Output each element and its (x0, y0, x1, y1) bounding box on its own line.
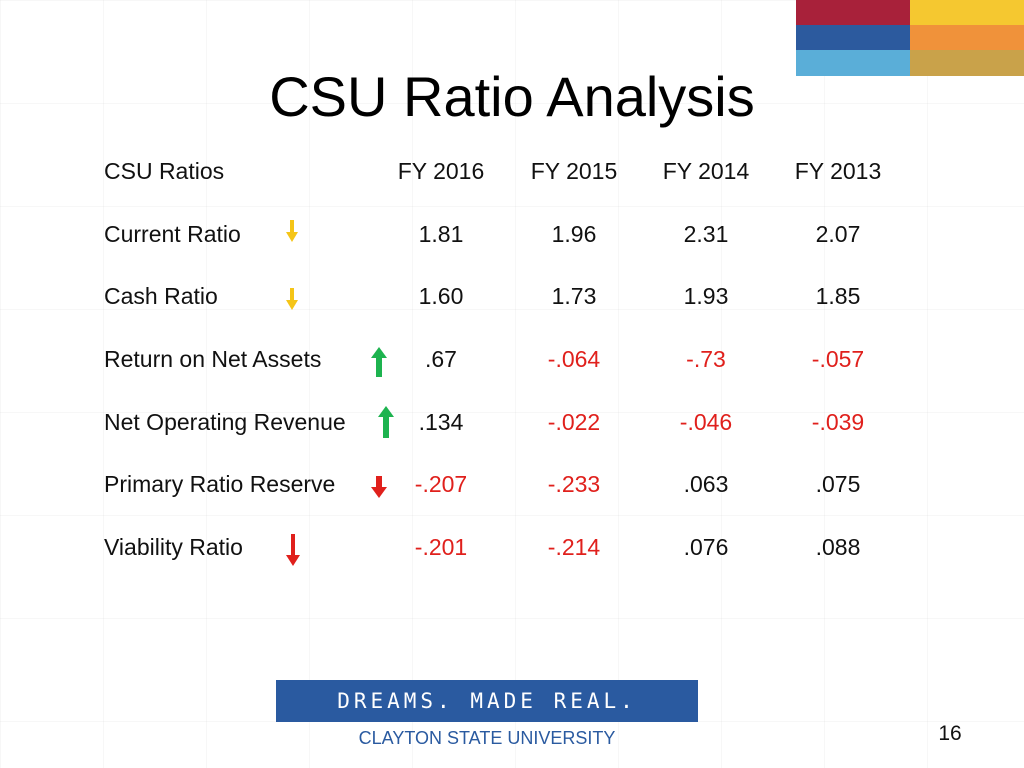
slide-title: CSU Ratio Analysis (269, 65, 755, 128)
value-primary-ratio-reserve-fy2013: .075 (815, 471, 861, 497)
trend-down-arrow-icon (286, 220, 298, 242)
university-name: CLAYTON STATE UNIVERSITY (358, 728, 616, 748)
value-viability-ratio-fy2013: .088 (815, 534, 861, 560)
value-net-operating-revenue-fy2016: .134 (418, 409, 464, 435)
color-swatch-light-blue (796, 50, 910, 76)
row-label-cash-ratio: Cash Ratio (104, 283, 218, 309)
value-primary-ratio-reserve-fy2014: .063 (683, 471, 729, 497)
color-swatch-gold (910, 50, 1024, 76)
value-viability-ratio-fy2015: -.214 (547, 534, 601, 560)
row-label-net-operating-revenue: Net Operating Revenue (104, 409, 346, 435)
value-primary-ratio-reserve-fy2015: -.233 (547, 471, 601, 497)
row-label-primary-ratio-reserve: Primary Ratio Reserve (104, 471, 336, 497)
value-net-operating-revenue-fy2015: -.022 (547, 409, 601, 435)
color-swatch-red (796, 0, 910, 25)
value-cash-ratio-fy2013: 1.85 (815, 283, 861, 309)
value-viability-ratio-fy2016: -.201 (414, 534, 468, 560)
row-label-current-ratio: Current Ratio (104, 221, 241, 247)
trend-down-arrow-icon (371, 476, 387, 498)
color-swatch-yellow (910, 0, 1024, 25)
ratio-table: CSU Ratios FY 2016 FY 2015 FY 2014 FY 20… (104, 158, 882, 566)
trend-down-arrow-icon (286, 534, 300, 566)
slogan-banner: DREAMS. MADE REAL. (276, 680, 698, 722)
column-header-fy2015: FY 2015 (530, 158, 618, 184)
brand-color-block (796, 0, 1024, 76)
value-net-operating-revenue-fy2013: -.039 (811, 409, 865, 435)
value-net-operating-revenue-fy2014: -.046 (679, 409, 733, 435)
column-header-fy2013: FY 2013 (794, 158, 882, 184)
value-cash-ratio-fy2015: 1.73 (551, 283, 597, 309)
value-return-on-net-assets-fy2016: .67 (425, 346, 457, 372)
value-current-ratio-fy2014: 2.31 (683, 221, 729, 247)
trend-down-arrow-icon (286, 288, 298, 310)
value-cash-ratio-fy2014: 1.93 (683, 283, 729, 309)
column-header-fy2016: FY 2016 (397, 158, 485, 184)
trend-up-arrow-icon (371, 347, 387, 377)
value-current-ratio-fy2015: 1.96 (551, 221, 597, 247)
color-swatch-blue (796, 25, 910, 50)
row-label-viability-ratio: Viability Ratio (104, 534, 243, 560)
value-current-ratio-fy2016: 1.81 (418, 221, 464, 247)
value-current-ratio-fy2013: 2.07 (815, 221, 861, 247)
value-return-on-net-assets-fy2013: -.057 (811, 346, 865, 372)
value-return-on-net-assets-fy2014: -.73 (686, 346, 726, 372)
row-label-return-on-net-assets: Return on Net Assets (104, 346, 322, 372)
column-header-fy2014: FY 2014 (662, 158, 750, 184)
value-cash-ratio-fy2016: 1.60 (418, 283, 464, 309)
table-header-label: CSU Ratios (104, 158, 225, 184)
page-number: 16 (938, 722, 962, 745)
value-viability-ratio-fy2014: .076 (683, 534, 729, 560)
color-swatch-orange (910, 25, 1024, 50)
trend-up-arrow-icon (378, 406, 394, 438)
value-return-on-net-assets-fy2015: -.064 (547, 346, 601, 372)
value-primary-ratio-reserve-fy2016: -.207 (414, 471, 468, 497)
